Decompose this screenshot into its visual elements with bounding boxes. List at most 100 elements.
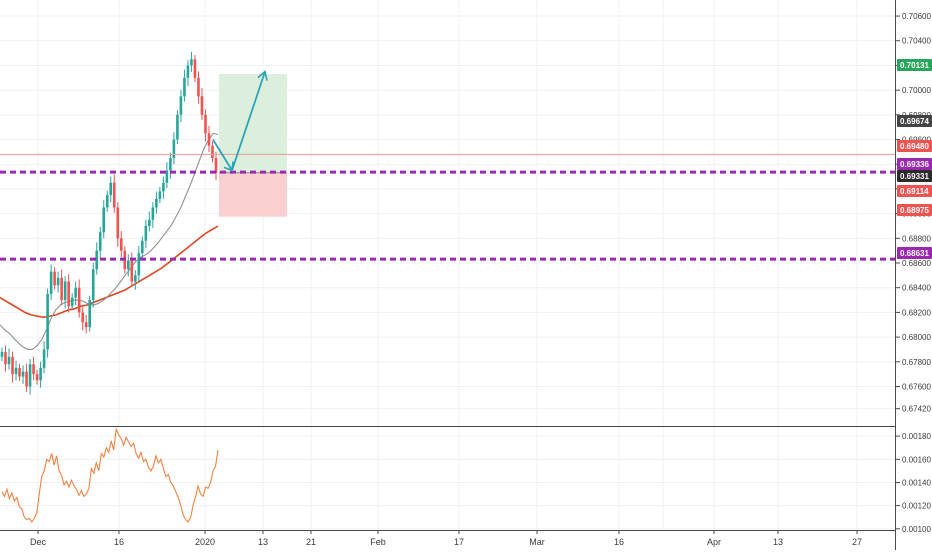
- time-tick-label: 16: [114, 537, 124, 547]
- price-tick-label: 0.68000: [902, 333, 931, 342]
- candle-body: [77, 287, 81, 313]
- candle[interactable]: [49, 264, 53, 301]
- candle[interactable]: [39, 361, 42, 388]
- candle[interactable]: [141, 236, 144, 258]
- price-label-badge[interactable]: [897, 247, 932, 259]
- candle[interactable]: [119, 231, 123, 257]
- candle[interactable]: [84, 314, 88, 334]
- candle-body: [179, 96, 183, 115]
- candle[interactable]: [207, 126, 211, 153]
- price-label-badge[interactable]: [897, 59, 932, 71]
- candle[interactable]: [186, 60, 190, 87]
- price-label-badge[interactable]: [897, 115, 932, 127]
- price-label-badge[interactable]: [897, 158, 932, 170]
- candle[interactable]: [53, 267, 56, 290]
- candle[interactable]: [116, 202, 120, 247]
- price-tick-label: 0.68600: [902, 259, 931, 268]
- time-tick-label: 27: [852, 537, 862, 547]
- price-label-badge[interactable]: [897, 204, 932, 216]
- candle-body: [4, 351, 7, 365]
- candle[interactable]: [91, 262, 95, 308]
- candle[interactable]: [7, 348, 11, 370]
- candle[interactable]: [35, 369, 39, 385]
- candle[interactable]: [0, 347, 4, 362]
- candle[interactable]: [176, 110, 179, 144]
- candle[interactable]: [109, 176, 113, 203]
- candle[interactable]: [211, 141, 214, 163]
- candle[interactable]: [165, 162, 169, 189]
- candle[interactable]: [63, 276, 67, 309]
- candle-body: [63, 281, 67, 301]
- candle[interactable]: [60, 269, 63, 306]
- candle[interactable]: [151, 202, 155, 229]
- candle[interactable]: [200, 88, 204, 121]
- candle[interactable]: [214, 151, 218, 181]
- candle[interactable]: [42, 341, 46, 374]
- candle[interactable]: [98, 226, 102, 259]
- candle[interactable]: [77, 279, 81, 318]
- candle[interactable]: [14, 360, 18, 381]
- candle-body: [137, 253, 141, 276]
- loss-zone[interactable]: [219, 172, 287, 217]
- candle[interactable]: [21, 365, 25, 384]
- candle[interactable]: [158, 187, 162, 204]
- candle[interactable]: [204, 109, 207, 142]
- candle[interactable]: [169, 152, 172, 179]
- candle[interactable]: [102, 200, 106, 239]
- candle[interactable]: [18, 363, 21, 381]
- price-label-badge[interactable]: [897, 170, 932, 182]
- candle[interactable]: [105, 190, 109, 212]
- candle[interactable]: [28, 358, 32, 395]
- candle[interactable]: [67, 274, 70, 313]
- candle[interactable]: [155, 191, 158, 214]
- candle[interactable]: [137, 245, 141, 282]
- candle-body: [56, 277, 60, 286]
- candle-body: [95, 250, 99, 270]
- candle-body: [126, 260, 130, 270]
- candle[interactable]: [32, 356, 35, 381]
- candle[interactable]: [4, 345, 7, 372]
- profit-zone[interactable]: [219, 73, 287, 173]
- candle[interactable]: [193, 54, 197, 83]
- candle[interactable]: [172, 132, 176, 165]
- price-label-badge[interactable]: [897, 140, 932, 152]
- candle[interactable]: [197, 71, 200, 104]
- price-label-text: 0.68631: [900, 249, 929, 258]
- candle[interactable]: [56, 271, 60, 293]
- candle[interactable]: [126, 254, 130, 277]
- candle[interactable]: [95, 242, 99, 275]
- candle[interactable]: [183, 69, 186, 102]
- time-tick-label: 21: [306, 537, 316, 547]
- candle[interactable]: [88, 295, 92, 332]
- price-tick-label: 0.68400: [902, 284, 931, 293]
- indicator-tick-label: 0.00120: [902, 502, 931, 511]
- candle[interactable]: [190, 51, 193, 72]
- candle[interactable]: [162, 176, 165, 199]
- candle[interactable]: [11, 351, 14, 383]
- candle[interactable]: [46, 288, 49, 358]
- candle-body: [84, 322, 88, 328]
- candle[interactable]: [148, 211, 151, 232]
- candle-body: [98, 232, 102, 251]
- candle[interactable]: [112, 174, 116, 213]
- time-tick-label: 13: [258, 537, 268, 547]
- candle-body: [204, 114, 207, 134]
- price-label-badge[interactable]: [897, 185, 932, 197]
- candle-body: [169, 158, 172, 171]
- candle[interactable]: [74, 281, 77, 305]
- candle[interactable]: [25, 363, 28, 392]
- candle-body: [211, 145, 214, 159]
- price-label-text: 0.69480: [900, 142, 929, 151]
- candle-body: [190, 59, 193, 66]
- candle[interactable]: [144, 219, 148, 249]
- price-label-text: 0.68975: [900, 206, 929, 215]
- candle[interactable]: [81, 307, 84, 331]
- candle[interactable]: [70, 293, 74, 311]
- candle-body: [35, 374, 39, 381]
- candle[interactable]: [134, 270, 137, 290]
- candle[interactable]: [179, 90, 183, 123]
- price-tick-label: 0.70600: [902, 12, 931, 21]
- candle-body: [81, 312, 84, 323]
